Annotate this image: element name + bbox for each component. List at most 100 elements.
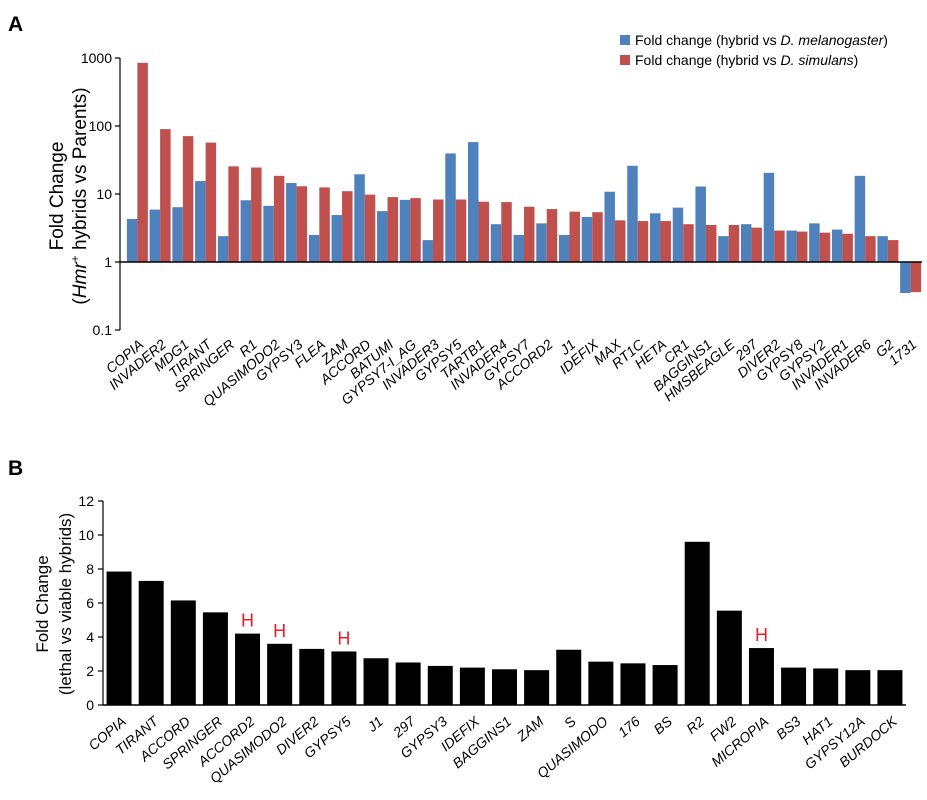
bar-b-hat1 xyxy=(813,668,839,705)
bar-b-baggins1 xyxy=(492,669,517,705)
bar-a-melanogaster-heta xyxy=(649,213,661,262)
bar-a-melanogaster-invader4 xyxy=(490,224,502,262)
bar-a-simulans-j1 xyxy=(569,211,580,262)
bar-a-melanogaster-max xyxy=(604,191,615,262)
bar-a-melanogaster-copia xyxy=(126,218,138,262)
bar-b-zam xyxy=(524,670,550,705)
annotation-h-accord2: H xyxy=(241,611,254,631)
chart-a-ytick-label: 100 xyxy=(89,118,113,134)
bar-b-tirant xyxy=(138,580,164,705)
bar-a-melanogaster-hmsbeagle xyxy=(718,236,729,262)
bar-b-idefix xyxy=(459,667,485,705)
bar-b-297 xyxy=(395,662,421,705)
legend-label-simulans: Fold change (hybrid vs D. simulans) xyxy=(635,52,858,68)
bar-b-quasimodo xyxy=(588,661,614,705)
chart-a-ytick-label: 0.1 xyxy=(93,322,113,338)
bar-a-simulans-zam xyxy=(342,191,353,262)
bar-a-melanogaster-invader1 xyxy=(831,229,843,262)
bar-a-simulans-heta xyxy=(660,221,671,262)
legend-swatch-simulans xyxy=(620,55,630,65)
chart-b-xtick-label: ZAM xyxy=(513,713,547,745)
bar-a-simulans-accord xyxy=(364,194,376,262)
bar-a-simulans-invader1 xyxy=(842,233,853,262)
chart-b-ytick-label: 10 xyxy=(78,527,94,543)
bar-a-simulans-diver2 xyxy=(774,230,785,262)
bar-a-simulans-hmsbeagle xyxy=(728,225,740,262)
bar-a-melanogaster-gypsy2 xyxy=(809,223,820,262)
bar-a-melanogaster-g2 xyxy=(877,236,888,262)
bar-b-176 xyxy=(620,663,646,705)
bar-a-simulans-tartb1 xyxy=(478,201,490,262)
annotation-h-quasimodo2: H xyxy=(273,621,286,641)
chart-b-xtick-label: 176 xyxy=(615,713,643,740)
chart-a-ytick-label: 1000 xyxy=(81,50,112,66)
chart-b-ylabel-line2: (lethal vs viable hybrids) xyxy=(56,513,75,695)
bar-a-simulans-gypsy8 xyxy=(796,231,808,262)
bar-b-diver2 xyxy=(299,648,325,705)
chart-b-ytick-label: 4 xyxy=(86,629,94,645)
bar-a-simulans-tirant xyxy=(205,142,217,262)
bar-a-melanogaster-297 xyxy=(740,224,752,262)
bar-b-r2 xyxy=(684,541,710,705)
panel-b-label: B xyxy=(8,457,23,480)
bar-a-melanogaster-gypsy8 xyxy=(786,230,797,262)
bar-a-simulans-gypsy3 xyxy=(296,186,308,262)
bar-a-melanogaster-idefix xyxy=(581,216,593,262)
chart-a-ylabel-line2: (Hmr+ hybrids vs Parents) xyxy=(68,87,91,304)
bar-a-melanogaster-gypsy7 xyxy=(513,234,524,262)
bar-b-gypsy3 xyxy=(427,665,453,705)
bar-a-simulans-quasimodo2 xyxy=(273,175,285,262)
bar-a-simulans-cr1 xyxy=(683,224,694,262)
chart-b-xtick-label: BS xyxy=(650,713,675,738)
bar-a-melanogaster-r1 xyxy=(240,200,252,262)
bar-a-simulans-baggins1 xyxy=(705,225,717,262)
bar-a-simulans-g2 xyxy=(887,240,899,262)
chart-b-ytick-label: 6 xyxy=(86,595,94,611)
bar-a-simulans-invader4 xyxy=(501,202,512,262)
bar-a-simulans-297 xyxy=(751,227,762,262)
bar-a-simulans-accord2 xyxy=(546,209,558,262)
bar-b-micropia xyxy=(748,648,774,705)
bar-a-melanogaster-gypsy5 xyxy=(445,153,456,262)
bar-a-melanogaster-zam xyxy=(331,215,343,262)
chart-b-xtick-label: R2 xyxy=(683,713,707,737)
bar-a-melanogaster-gypsy3 xyxy=(286,183,297,262)
bar-a-melanogaster-rt1c xyxy=(627,165,638,262)
bar-a-melanogaster-gypsy7-i-ag xyxy=(399,199,411,262)
bar-a-simulans-idefix xyxy=(592,212,603,262)
bar-a-melanogaster-invader2 xyxy=(149,209,161,262)
chart-b-ytick-label: 2 xyxy=(86,663,94,679)
bar-a-melanogaster-cr1 xyxy=(672,207,684,262)
chart-a-ytick-label: 1 xyxy=(104,254,112,270)
bar-a-simulans-max xyxy=(614,220,626,262)
bar-a-melanogaster-invader6 xyxy=(854,175,866,262)
annotation-h-micropia: H xyxy=(755,625,768,645)
legend-label-melanogaster: Fold change (hybrid vs D. melanogaster) xyxy=(635,32,888,48)
bar-a-simulans-copia xyxy=(137,62,148,262)
chart-b-ylabel-line1: Fold Change xyxy=(33,555,52,652)
bar-a-melanogaster-1731 xyxy=(900,262,911,294)
bar-a-simulans-gypsy7-i-ag xyxy=(410,198,421,262)
chart-a-ytick-label: 10 xyxy=(96,186,112,202)
bar-a-simulans-flea xyxy=(319,187,330,262)
bar-a-melanogaster-j1 xyxy=(558,234,570,262)
bar-a-melanogaster-accord2 xyxy=(536,223,547,262)
bar-b-accord2 xyxy=(235,633,261,705)
chart-a: Fold Change (Hmr+ hybrids vs Parents) Fo… xyxy=(47,32,922,409)
bar-b-s xyxy=(556,649,582,705)
chart-b-xtick-label: J1 xyxy=(364,713,386,735)
bar-a-melanogaster-invader3 xyxy=(422,240,434,262)
legend-swatch-melanogaster xyxy=(620,35,630,45)
bar-a-melanogaster-tartb1 xyxy=(468,142,479,262)
bar-b-j1 xyxy=(363,658,389,705)
bar-b-quasimodo2 xyxy=(267,643,293,705)
bar-a-simulans-invader2 xyxy=(160,129,171,262)
chart-b-ytick-label: 12 xyxy=(78,493,94,509)
chart-b-ytick-label: 8 xyxy=(86,561,94,577)
bar-a-melanogaster-batumi xyxy=(377,211,388,262)
bar-b-fw2 xyxy=(716,610,742,705)
bar-a-simulans-gypsy2 xyxy=(819,232,831,262)
bar-b-springer xyxy=(202,612,228,705)
chart-b: Fold Change (lethal vs viable hybrids) 0… xyxy=(33,493,906,786)
